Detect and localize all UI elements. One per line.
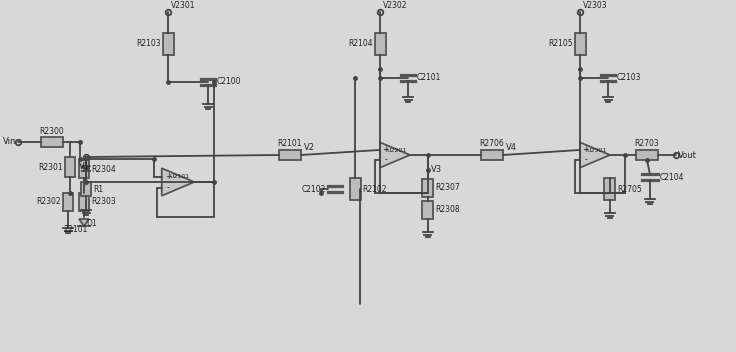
Text: R2307: R2307 — [436, 183, 460, 193]
Text: +: + — [165, 172, 171, 181]
Bar — [79, 193, 89, 211]
Text: C2100: C2100 — [217, 77, 241, 87]
Bar — [375, 33, 386, 55]
Text: U2201: U2201 — [387, 147, 407, 152]
Bar — [636, 150, 658, 160]
Text: +: + — [583, 145, 589, 155]
Text: C2102: C2102 — [302, 184, 326, 194]
Text: R2102: R2102 — [363, 184, 387, 194]
Text: U2301: U2301 — [587, 147, 607, 152]
Bar — [79, 160, 89, 178]
Bar — [481, 150, 503, 160]
Text: R2705: R2705 — [618, 184, 643, 194]
Text: R2308: R2308 — [436, 206, 460, 214]
Bar — [81, 182, 91, 196]
Polygon shape — [162, 168, 194, 196]
Text: R2104: R2104 — [348, 39, 372, 49]
Text: V2: V2 — [304, 143, 315, 152]
Bar — [65, 157, 75, 177]
Text: V3: V3 — [431, 165, 442, 175]
Text: -: - — [166, 183, 169, 192]
Text: R2105: R2105 — [548, 39, 573, 49]
Polygon shape — [380, 142, 410, 168]
Text: C2104: C2104 — [660, 172, 684, 182]
Polygon shape — [580, 142, 610, 168]
Text: Vin: Vin — [3, 138, 16, 146]
Text: R2101: R2101 — [277, 139, 302, 149]
Text: R1: R1 — [93, 184, 103, 194]
Text: R2703: R2703 — [634, 139, 659, 149]
Text: V4: V4 — [506, 143, 517, 152]
Text: +: + — [383, 145, 389, 155]
Text: R2301: R2301 — [38, 163, 63, 171]
Text: R2304: R2304 — [91, 164, 116, 174]
Text: V2303: V2303 — [583, 1, 608, 10]
Bar — [422, 201, 434, 219]
Text: R2302: R2302 — [36, 197, 61, 207]
Text: D1: D1 — [86, 219, 96, 228]
Text: Vout: Vout — [678, 151, 697, 159]
Bar — [604, 178, 615, 200]
Polygon shape — [82, 166, 90, 171]
Polygon shape — [79, 219, 89, 226]
Text: R2303: R2303 — [91, 197, 116, 207]
Text: -: - — [584, 156, 587, 165]
Bar — [575, 33, 586, 55]
Text: U2101: U2101 — [170, 175, 190, 180]
Bar — [422, 179, 434, 197]
Bar — [163, 33, 174, 55]
Text: C2101: C2101 — [417, 74, 442, 82]
Text: C2103: C2103 — [617, 74, 642, 82]
Bar — [63, 193, 73, 211]
Text: R2706: R2706 — [480, 139, 504, 149]
Text: V1: V1 — [79, 162, 90, 171]
Text: Z2101: Z2101 — [64, 225, 88, 234]
Text: V2302: V2302 — [383, 1, 408, 10]
Bar — [41, 137, 63, 147]
Text: -: - — [384, 156, 387, 165]
Text: V2301: V2301 — [171, 1, 196, 10]
Text: R2103: R2103 — [136, 39, 160, 49]
Bar — [350, 178, 361, 200]
Bar — [279, 150, 301, 160]
Text: R2300: R2300 — [40, 126, 64, 136]
